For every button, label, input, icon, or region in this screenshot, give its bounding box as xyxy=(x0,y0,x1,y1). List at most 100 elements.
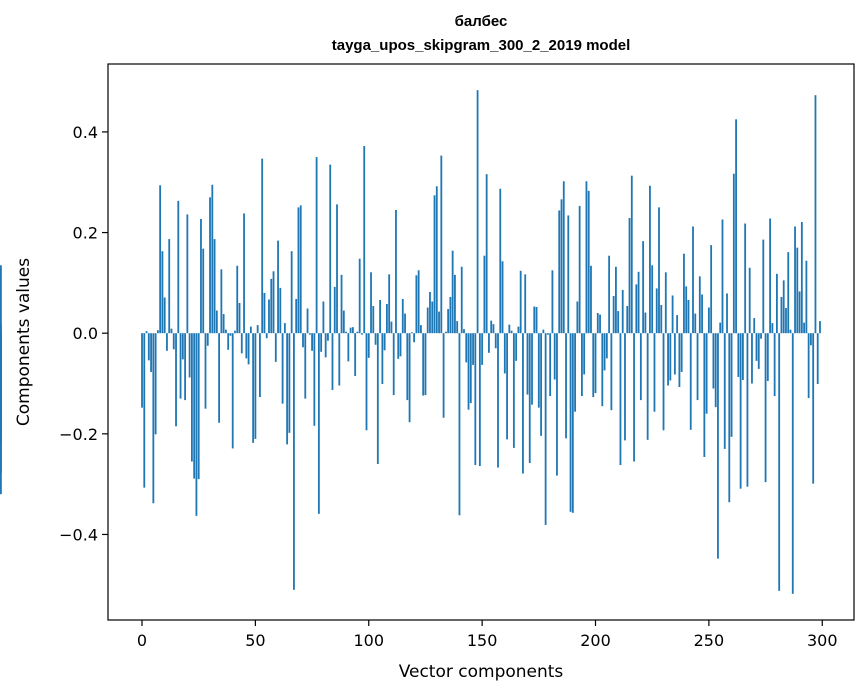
bar xyxy=(574,333,576,412)
bar xyxy=(420,325,422,334)
bar xyxy=(687,299,690,334)
bar xyxy=(488,333,490,353)
bar xyxy=(181,333,184,360)
bar xyxy=(186,214,189,334)
bar xyxy=(288,333,291,433)
bar xyxy=(365,333,368,431)
bar xyxy=(277,240,279,334)
bar xyxy=(145,331,148,334)
bar xyxy=(719,322,722,334)
bar xyxy=(508,324,511,334)
bar xyxy=(506,333,508,440)
bar xyxy=(540,333,542,436)
bar xyxy=(485,174,488,334)
bar xyxy=(705,333,708,414)
bar xyxy=(315,157,318,334)
bar xyxy=(220,269,223,334)
bar xyxy=(227,333,230,350)
bar xyxy=(474,333,477,466)
bar xyxy=(567,215,570,334)
bar xyxy=(764,333,767,483)
bar xyxy=(558,210,561,334)
bar xyxy=(313,333,316,426)
bar xyxy=(170,328,173,334)
bar xyxy=(751,333,753,384)
bar xyxy=(667,333,669,386)
bar xyxy=(819,321,821,334)
bar xyxy=(703,333,706,457)
bar xyxy=(467,333,470,410)
bar xyxy=(628,217,631,334)
bar xyxy=(755,333,758,361)
bar xyxy=(707,307,710,334)
bar xyxy=(744,223,747,334)
bar xyxy=(265,333,268,339)
bar xyxy=(746,333,749,487)
bar xyxy=(469,333,472,404)
bar xyxy=(465,333,468,363)
bar xyxy=(757,333,760,369)
bar xyxy=(478,333,481,467)
bar xyxy=(785,308,787,334)
bar xyxy=(472,333,474,365)
bar xyxy=(259,333,261,398)
bar xyxy=(395,209,397,334)
bar xyxy=(544,333,547,525)
bar xyxy=(483,255,486,334)
bar xyxy=(565,333,567,439)
bar xyxy=(327,333,329,341)
y-tick-label: 0.4 xyxy=(73,123,98,142)
bar xyxy=(737,333,740,377)
bar xyxy=(769,218,772,334)
bar xyxy=(168,239,171,334)
bar xyxy=(517,326,520,334)
bar xyxy=(388,274,391,334)
bar xyxy=(649,185,651,334)
bar xyxy=(612,295,615,334)
bar xyxy=(717,333,719,559)
bar xyxy=(245,333,248,359)
bar xyxy=(578,205,581,334)
bar xyxy=(635,284,638,334)
bar xyxy=(367,333,370,358)
bar xyxy=(150,333,152,372)
bar xyxy=(501,261,504,334)
bar xyxy=(370,272,372,334)
bar xyxy=(270,278,273,334)
bar xyxy=(286,333,289,445)
bar xyxy=(698,276,701,334)
bar xyxy=(714,333,717,408)
bar xyxy=(524,274,527,334)
bar xyxy=(748,267,751,334)
bar xyxy=(431,301,434,334)
bar xyxy=(336,204,338,334)
bar xyxy=(510,330,513,334)
bar xyxy=(0,333,2,495)
bar xyxy=(637,271,640,334)
chart-subtitle: tayga_upos_skipgram_300_2_2019 model xyxy=(332,37,631,54)
bar xyxy=(615,266,617,334)
bar xyxy=(585,181,588,334)
x-tick-label: 200 xyxy=(580,631,611,650)
bar xyxy=(243,213,245,334)
bar xyxy=(143,333,146,488)
bar xyxy=(444,331,447,334)
bar xyxy=(653,333,656,412)
bar xyxy=(683,253,685,334)
bar xyxy=(272,271,275,334)
bar xyxy=(630,175,633,334)
bar xyxy=(522,333,524,474)
bar xyxy=(435,186,438,334)
bar xyxy=(798,291,801,334)
bar xyxy=(494,333,497,349)
bar xyxy=(526,333,529,395)
ticks-layer: 0 50 100 150 200 250 300 −0.4 −0.2 0.0 0.2 0.4 xyxy=(59,123,837,650)
bar xyxy=(556,333,558,476)
bar xyxy=(424,333,427,396)
bar xyxy=(281,333,284,404)
bar xyxy=(624,333,626,441)
bar xyxy=(451,250,454,334)
bar xyxy=(610,333,613,411)
bar xyxy=(195,333,198,516)
